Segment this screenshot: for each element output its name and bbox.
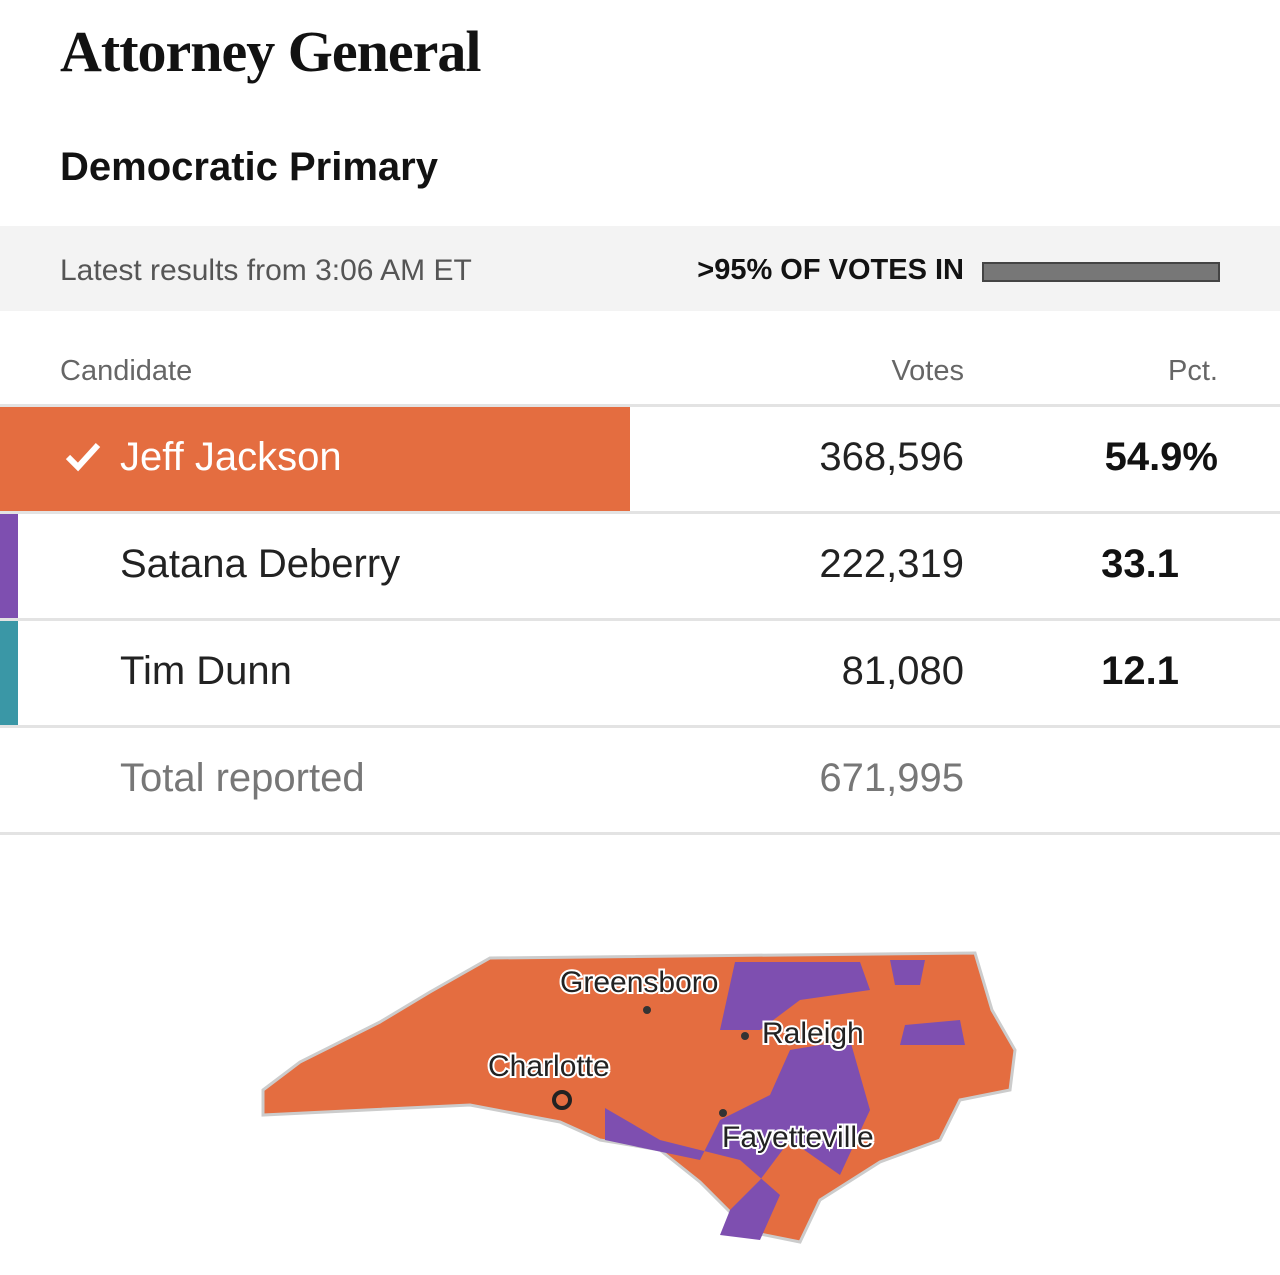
region [900,1020,965,1045]
divider [0,618,1280,621]
votes: 81,080 [841,649,964,693]
divider [0,832,1280,835]
candidate-name: Tim Dunn [120,649,292,693]
map: Greensboro Charlotte Raleigh Fayettevill… [261,951,1017,1244]
city-label: Greensboro [560,966,718,999]
percent: 12.1 [1101,649,1179,693]
divider [0,404,1280,407]
column-header: Candidate [60,355,193,387]
total-row: Total reported 671,995 [0,728,1280,832]
winner-highlight [0,407,630,511]
city-label: Raleigh [762,1017,864,1050]
title: Attorney General [60,19,481,84]
candidate-row: Tim Dunn 81,080 12.1 [0,621,1280,725]
city-dot [719,1109,727,1117]
updated-time: Latest results from 3:06 AM ET [60,254,472,287]
votes: 222,319 [819,542,964,586]
column-header: Votes [891,355,964,387]
color-swatch [0,514,18,618]
city-dot [552,1090,572,1110]
region [720,962,870,1030]
candidate-name: Jeff Jackson [120,435,342,479]
region [605,1040,870,1240]
city-label: Fayetteville [722,1121,874,1154]
votes: 368,596 [819,435,964,479]
city-dot [741,1032,749,1040]
divider [0,511,1280,514]
reporting: >95% OF VOTES IN [697,254,964,286]
status-bar: Latest results from 3:06 AM ET >95% OF V… [0,226,1280,311]
column-header: Pct. [1168,355,1218,387]
winner-check [65,442,101,472]
city-dot [643,1006,651,1014]
percent: 54.9% [1104,435,1218,479]
city-label: Charlotte [488,1050,610,1083]
candidate-row: Satana Deberry 222,319 33.1 [0,514,1280,618]
state-outline [261,951,1017,1244]
candidate-row: Jeff Jackson 368,596 54.9% [0,407,1280,511]
divider [0,725,1280,728]
subtitle: Democratic Primary [60,145,438,189]
total-label: Total reported [120,756,365,800]
total-votes: 671,995 [819,756,964,800]
percent: 33.1 [1101,542,1179,586]
color-swatch [0,621,18,725]
candidate-name: Satana Deberry [120,542,401,586]
progress-bar [982,262,1220,282]
region [890,960,925,985]
